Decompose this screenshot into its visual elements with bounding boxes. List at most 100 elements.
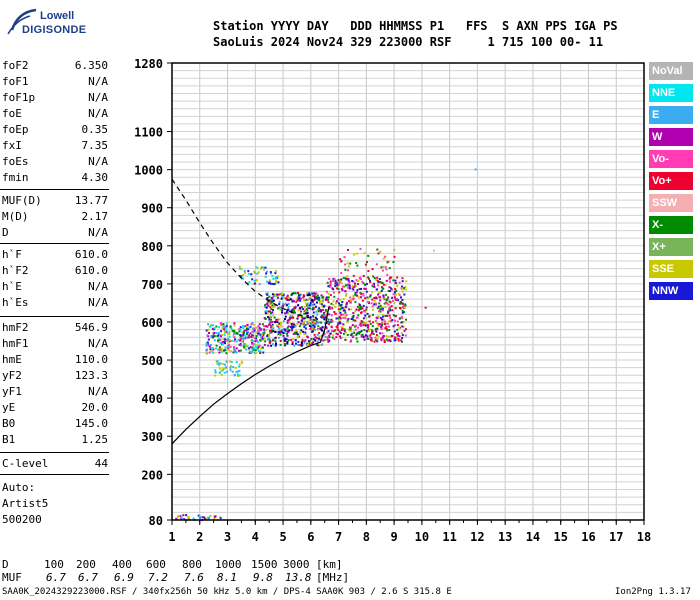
echo-point <box>350 326 353 329</box>
legend-item-e: E <box>649 106 693 124</box>
echo-point <box>348 284 351 287</box>
echo-point <box>258 344 261 347</box>
echo-point <box>251 330 254 333</box>
echo-point <box>267 282 270 285</box>
echo-point <box>382 335 385 337</box>
echo-point <box>210 350 213 353</box>
echo-point <box>321 326 324 329</box>
echo-point <box>301 317 304 320</box>
echo-point <box>368 315 371 318</box>
echo-point <box>238 369 241 372</box>
echo-point <box>259 328 262 331</box>
echo-point <box>228 330 231 333</box>
echo-point <box>216 361 219 364</box>
echo-point <box>356 289 359 292</box>
echo-point <box>300 319 303 322</box>
echo-point <box>256 326 259 329</box>
echo-point <box>361 320 364 323</box>
echo-point <box>360 296 362 299</box>
echo-point <box>299 330 302 333</box>
echo-point <box>273 316 276 319</box>
param-row: yF1 N/A <box>2 385 108 401</box>
echo-point <box>243 270 246 272</box>
param-separator <box>0 189 109 190</box>
echo-point <box>294 311 296 314</box>
echo-point <box>321 329 323 332</box>
echo-point <box>405 280 408 283</box>
echo-point <box>384 327 387 330</box>
echo-point <box>253 270 256 273</box>
echo-point <box>291 292 294 295</box>
echo-point <box>215 347 217 350</box>
echo-point <box>303 325 306 328</box>
echo-point <box>301 338 304 341</box>
echo-point <box>316 321 319 324</box>
echo-point <box>336 326 339 329</box>
param-value: N/A <box>88 385 108 398</box>
echo-point <box>291 343 294 345</box>
echo-point <box>284 312 286 315</box>
echo-point <box>366 324 369 326</box>
echo-point <box>393 248 396 251</box>
echo-point <box>359 278 362 280</box>
echo-point <box>238 363 241 366</box>
echo-point <box>370 332 373 335</box>
echo-point <box>360 330 363 333</box>
echo-point <box>327 318 330 321</box>
echo-point <box>312 315 315 318</box>
echo-point <box>371 298 374 301</box>
echo-point <box>304 339 307 342</box>
echo-point <box>209 345 211 348</box>
echo-point <box>229 345 232 348</box>
echo-point <box>303 340 306 343</box>
echo-point <box>376 288 378 291</box>
echo-point <box>342 313 345 316</box>
echo-point <box>311 292 314 295</box>
param-name: C-level <box>2 457 49 470</box>
echo-point <box>347 265 350 268</box>
echo-point <box>355 279 358 282</box>
echo-point <box>381 336 384 339</box>
echo-point <box>266 280 268 283</box>
echo-point <box>360 335 363 338</box>
echo-point <box>283 328 286 331</box>
echo-point <box>316 293 319 295</box>
echo-point <box>376 338 379 340</box>
echo-point <box>265 272 268 275</box>
echo-point <box>362 304 365 307</box>
echo-point <box>294 306 297 308</box>
echo-point <box>391 334 394 337</box>
echo-point <box>374 339 377 342</box>
x-tick-label: 5 <box>279 530 286 544</box>
echo-point <box>238 365 240 368</box>
echo-point <box>335 336 338 339</box>
echo-point <box>239 339 242 342</box>
echo-point <box>303 317 306 320</box>
echo-point <box>401 309 404 312</box>
echo-point <box>232 332 235 335</box>
echo-point <box>260 266 263 269</box>
x-tick-label: 1 <box>168 530 175 544</box>
echo-point <box>386 261 389 264</box>
echo-point <box>362 294 365 297</box>
echo-point <box>344 315 347 318</box>
echo-point <box>219 338 222 341</box>
echo-point <box>267 323 270 326</box>
echo-point <box>332 303 335 306</box>
echo-point <box>393 302 396 305</box>
echo-point <box>363 329 366 331</box>
echo-point <box>382 315 385 318</box>
echo-point <box>309 296 312 299</box>
echo-point <box>232 351 235 354</box>
echo-point <box>360 287 362 290</box>
echo-point <box>313 292 316 295</box>
echo-point <box>282 293 285 296</box>
echo-point <box>309 316 312 319</box>
echo-point <box>314 323 317 326</box>
echo-point <box>329 332 332 335</box>
echo-point <box>383 302 386 305</box>
echo-point <box>389 340 392 343</box>
echo-point <box>314 298 317 301</box>
echo-point <box>268 279 271 282</box>
echo-point <box>227 338 229 341</box>
